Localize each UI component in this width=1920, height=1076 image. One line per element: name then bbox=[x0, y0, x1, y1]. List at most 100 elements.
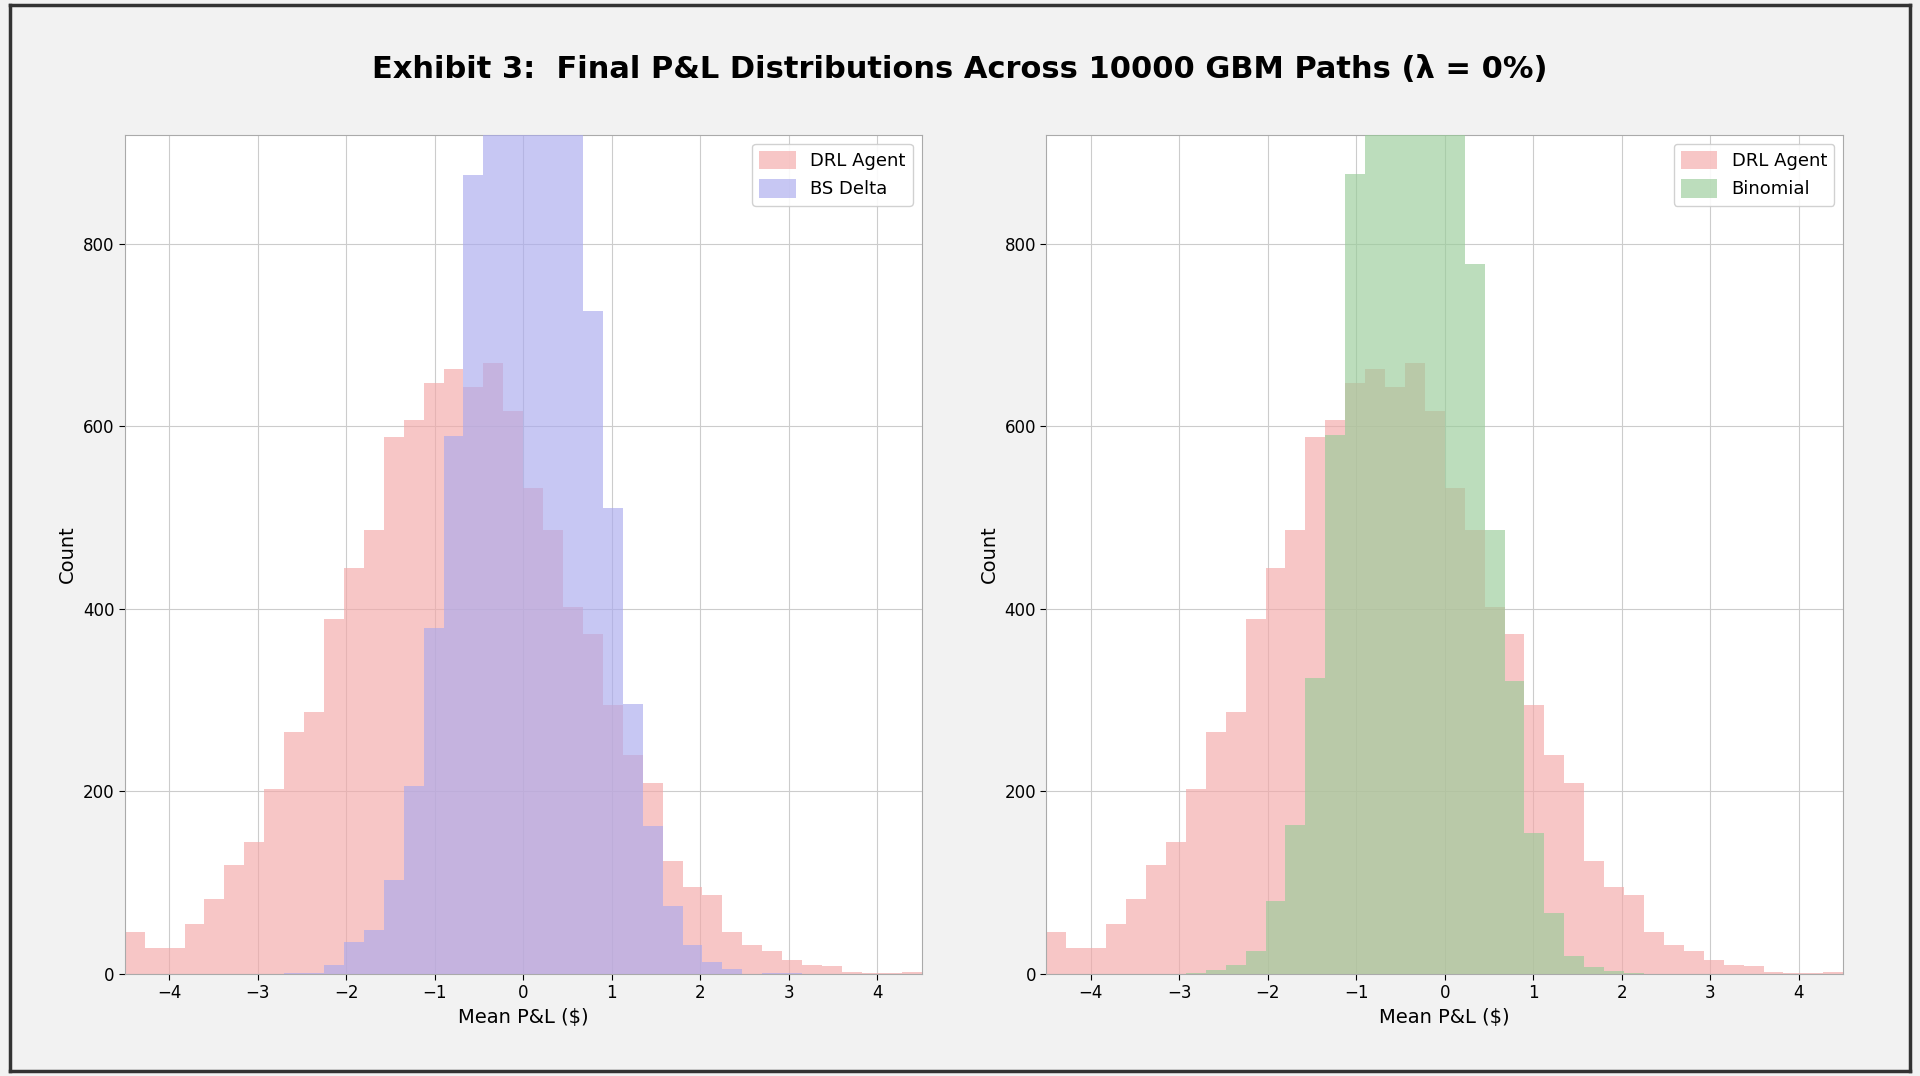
Bar bbox=[603, 705, 622, 974]
Bar bbox=[1724, 965, 1743, 974]
Bar bbox=[1465, 529, 1484, 974]
Bar bbox=[841, 972, 862, 974]
Bar bbox=[1206, 732, 1225, 974]
Bar bbox=[1584, 861, 1605, 974]
Bar bbox=[463, 387, 484, 974]
Bar bbox=[1265, 901, 1286, 974]
Bar bbox=[1365, 9, 1384, 974]
Bar bbox=[503, 0, 522, 974]
Bar bbox=[703, 895, 722, 974]
Bar bbox=[484, 363, 503, 974]
Bar bbox=[1505, 681, 1524, 974]
Bar bbox=[1286, 529, 1306, 974]
Bar bbox=[1265, 568, 1286, 974]
Bar bbox=[205, 898, 225, 974]
Bar bbox=[424, 628, 444, 974]
Bar bbox=[503, 411, 522, 974]
Bar bbox=[1544, 912, 1565, 974]
Bar bbox=[662, 906, 684, 974]
Bar bbox=[444, 437, 463, 974]
Bar bbox=[762, 951, 781, 974]
Bar bbox=[703, 962, 722, 974]
Bar bbox=[584, 311, 603, 974]
Bar bbox=[684, 945, 703, 974]
Bar bbox=[424, 383, 444, 974]
Bar bbox=[1206, 971, 1225, 974]
Bar bbox=[303, 712, 324, 974]
Bar bbox=[1246, 619, 1265, 974]
Bar bbox=[1484, 529, 1505, 974]
Bar bbox=[1703, 960, 1724, 974]
Bar bbox=[584, 634, 603, 974]
Bar bbox=[1125, 898, 1146, 974]
Bar bbox=[165, 948, 184, 974]
Bar bbox=[1225, 965, 1246, 974]
Bar bbox=[1565, 955, 1584, 974]
Bar bbox=[822, 965, 841, 974]
Bar bbox=[1106, 923, 1125, 974]
Bar bbox=[225, 865, 244, 974]
Bar bbox=[1524, 705, 1544, 974]
Bar bbox=[1763, 972, 1784, 974]
Bar bbox=[1165, 843, 1187, 974]
Bar bbox=[403, 785, 424, 974]
Bar bbox=[1346, 173, 1365, 974]
Bar bbox=[1603, 887, 1624, 974]
Text: Exhibit 3:  Final P&L Distributions Across 10000 GBM Paths (λ = 0%): Exhibit 3: Final P&L Distributions Acros… bbox=[372, 56, 1548, 84]
Bar bbox=[1146, 865, 1165, 974]
Bar bbox=[1384, 387, 1405, 974]
Bar bbox=[1465, 264, 1484, 974]
Bar bbox=[1603, 971, 1624, 974]
Bar bbox=[1544, 755, 1565, 974]
Bar bbox=[244, 843, 265, 974]
Bar bbox=[1405, 363, 1425, 974]
Bar bbox=[662, 861, 684, 974]
Bar bbox=[1286, 825, 1306, 974]
Bar bbox=[1505, 634, 1524, 974]
Bar bbox=[265, 789, 284, 974]
Bar bbox=[1444, 487, 1465, 974]
Bar bbox=[603, 508, 622, 974]
Bar bbox=[1306, 437, 1325, 974]
Bar bbox=[125, 932, 144, 974]
Bar bbox=[643, 783, 662, 974]
Bar bbox=[463, 174, 484, 974]
Bar bbox=[1246, 951, 1265, 974]
Bar bbox=[1425, 411, 1444, 974]
X-axis label: Mean P&L ($): Mean P&L ($) bbox=[457, 1008, 589, 1027]
Bar bbox=[722, 932, 743, 974]
Bar bbox=[1743, 965, 1763, 974]
Bar bbox=[743, 946, 762, 974]
Bar bbox=[1624, 895, 1644, 974]
Bar bbox=[1346, 383, 1365, 974]
Bar bbox=[622, 704, 643, 974]
Bar bbox=[144, 948, 165, 974]
Bar bbox=[1824, 972, 1843, 974]
Bar bbox=[484, 0, 503, 974]
Legend: DRL Agent, BS Delta: DRL Agent, BS Delta bbox=[753, 143, 912, 206]
Bar bbox=[184, 923, 205, 974]
Bar bbox=[1306, 678, 1325, 974]
Bar bbox=[1384, 0, 1405, 974]
Bar bbox=[563, 69, 584, 974]
Bar bbox=[1405, 0, 1425, 974]
Bar bbox=[324, 619, 344, 974]
X-axis label: Mean P&L ($): Mean P&L ($) bbox=[1379, 1008, 1511, 1027]
Bar bbox=[1644, 932, 1665, 974]
Bar bbox=[1365, 369, 1384, 974]
Bar bbox=[522, 487, 543, 974]
Bar bbox=[324, 965, 344, 974]
Bar bbox=[1524, 833, 1544, 974]
Bar bbox=[803, 965, 822, 974]
Bar bbox=[284, 732, 303, 974]
Bar bbox=[1046, 932, 1066, 974]
Bar bbox=[1087, 948, 1106, 974]
Bar bbox=[722, 969, 743, 974]
Bar bbox=[1484, 607, 1505, 974]
Bar bbox=[384, 437, 403, 974]
Bar bbox=[1187, 789, 1206, 974]
Bar bbox=[1066, 948, 1087, 974]
Bar bbox=[1425, 0, 1444, 974]
Bar bbox=[1584, 967, 1605, 974]
Bar bbox=[1565, 783, 1584, 974]
